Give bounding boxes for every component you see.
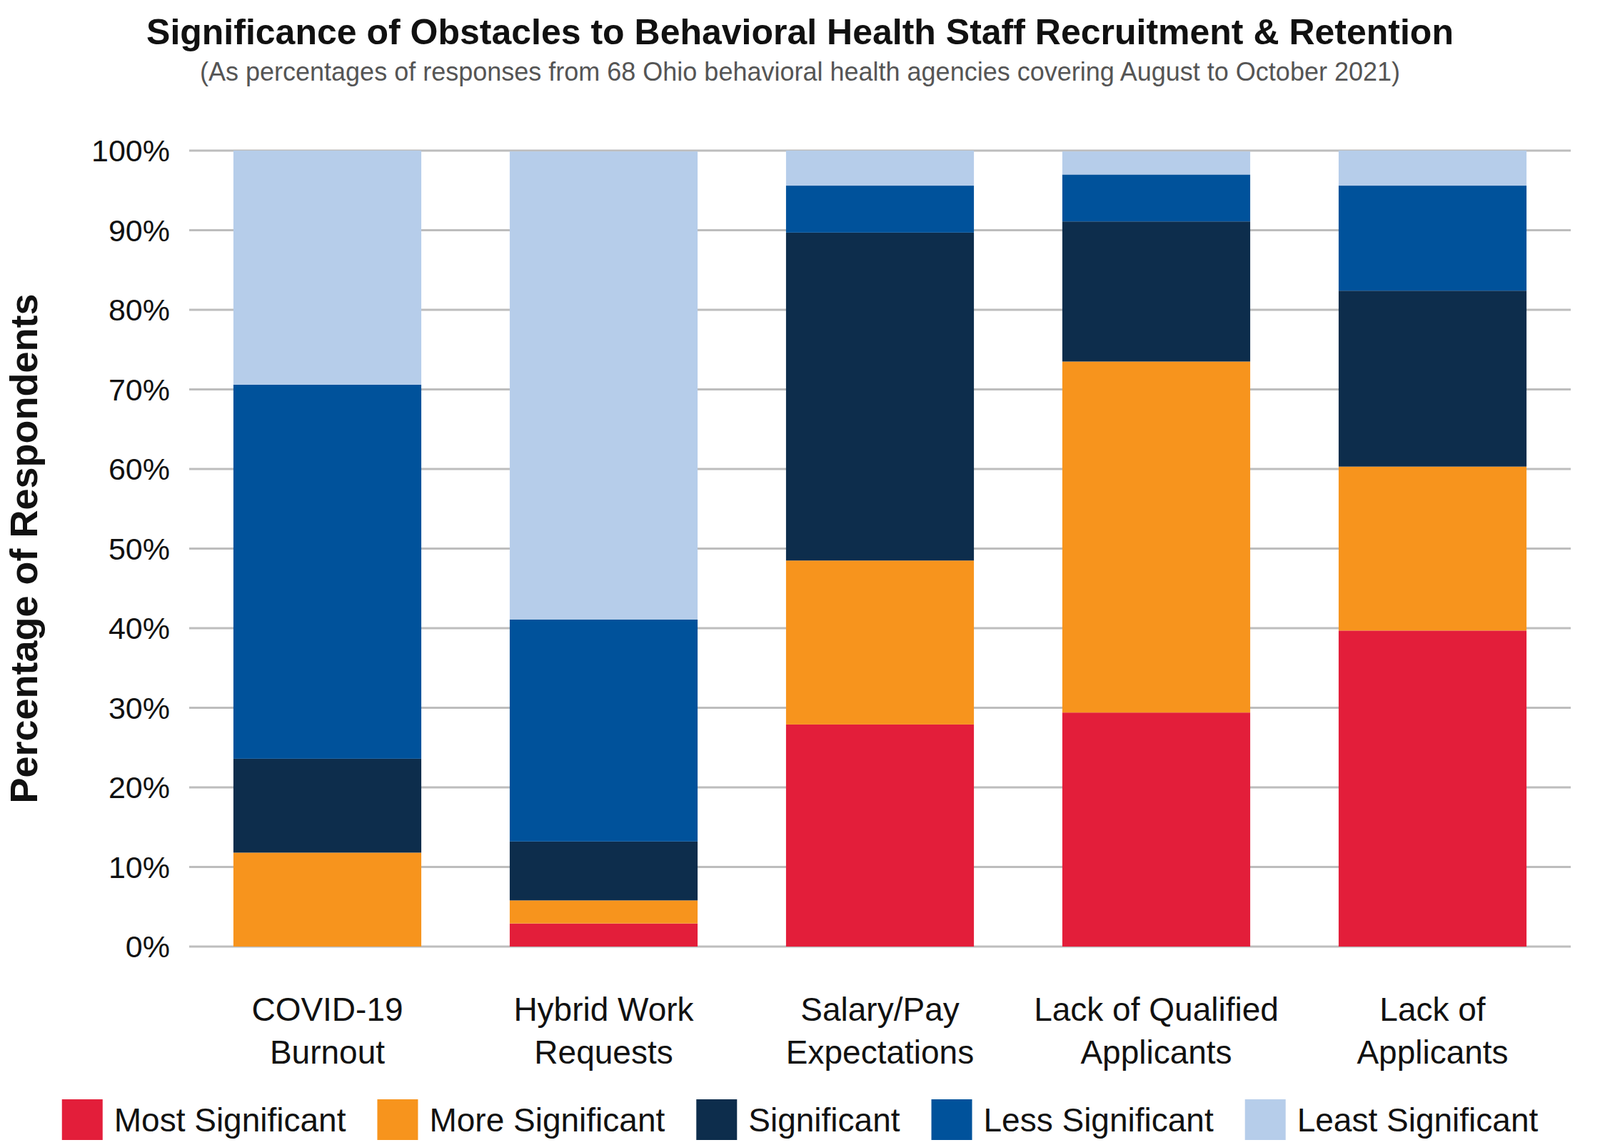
y-tick-label: 90% [108, 213, 170, 248]
legend-swatch [696, 1099, 737, 1141]
y-tick-label: 100% [91, 133, 170, 168]
y-tick-label: 50% [108, 531, 170, 567]
bar-segment [786, 185, 974, 233]
legend-label: Most Significant [114, 1101, 347, 1139]
legend-item: Least Significant [1245, 1099, 1539, 1141]
bar-segment [1062, 174, 1251, 222]
bar-segment [1338, 150, 1527, 186]
title: Significance of Obstacles to Behavioral … [146, 12, 1454, 53]
bar-segment [1062, 361, 1251, 713]
legend-swatch [62, 1099, 103, 1141]
subtitle: (As percentages of responses from 68 Ohi… [199, 57, 1401, 87]
bar-segment [233, 150, 422, 385]
grid [189, 150, 1571, 947]
bar-segment [233, 852, 422, 947]
legend: Most Significant More Significant Signific… [62, 1099, 1539, 1141]
bar-segment [1338, 185, 1527, 291]
legend-item: Significant [696, 1099, 900, 1141]
bar-segment [1338, 466, 1527, 632]
y-tick-label: 20% [108, 770, 170, 805]
legend-label: More Significant [429, 1101, 665, 1139]
x-tick-label: Lack of QualifiedApplicants [1033, 990, 1279, 1071]
legend-swatch [376, 1099, 418, 1141]
bar-segment [1062, 151, 1251, 175]
bar-segment [509, 841, 698, 902]
y-tick-label: 70% [108, 372, 170, 407]
bar-segment [1062, 221, 1251, 362]
chart: Significance of Obstacles to Behavioral … [0, 0, 1600, 1145]
bar-segment [1062, 712, 1251, 947]
legend-label: Significant [748, 1101, 900, 1139]
bar-segment [786, 724, 974, 947]
bar-segment [1338, 290, 1527, 467]
bar-segment [509, 923, 698, 947]
y-tick-label: 40% [108, 611, 170, 646]
bar-segment [786, 560, 974, 725]
x-tick-label: Hybrid WorkRequests [513, 990, 694, 1071]
bar-segment [786, 150, 974, 186]
legend-swatch [1245, 1099, 1286, 1141]
legend-label: Less Significant [983, 1101, 1214, 1139]
bar-segment [786, 232, 974, 561]
bar-segment [509, 151, 698, 620]
bar-segment [233, 384, 422, 759]
bar-segment [233, 758, 422, 854]
y-tick-label: 10% [108, 850, 170, 885]
x-tick-label: Salary/PayExpectations [786, 990, 974, 1071]
bar-segment [1338, 630, 1527, 947]
y-tick-label: 30% [108, 691, 170, 726]
x-tick-label: COVID-19Burnout [251, 990, 403, 1071]
legend-swatch [931, 1099, 973, 1141]
bars [233, 150, 1527, 947]
y-tick-label: 60% [108, 451, 170, 487]
y-axis-label: Percentage of Respondents [2, 293, 45, 804]
y-tick-label: 80% [108, 292, 170, 327]
legend-item: Most Significant [62, 1099, 347, 1141]
bar-segment [509, 619, 698, 842]
legend-label: Least Significant [1297, 1101, 1539, 1139]
y-tick-label: 0% [125, 929, 170, 964]
bar-segment [509, 900, 698, 924]
legend-item: More Significant [376, 1099, 665, 1141]
legend-item: Less Significant [931, 1099, 1214, 1141]
x-tick-label: Lack ofApplicants [1356, 990, 1508, 1071]
